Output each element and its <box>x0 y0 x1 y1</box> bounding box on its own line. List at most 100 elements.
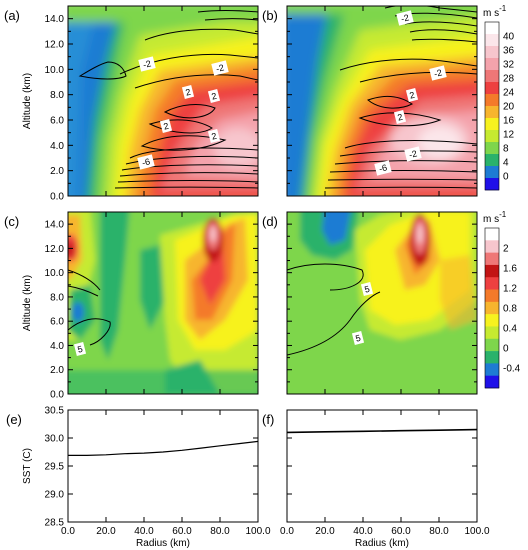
colorbar-swatch <box>485 314 499 327</box>
y-axis-label: Altitude (km) <box>22 275 33 331</box>
colorbar-swatch <box>485 178 499 191</box>
colorbar-label: 12 <box>503 130 515 141</box>
y-tick-label: 0.0 <box>50 390 64 401</box>
colorbar-label: 1.2 <box>503 284 517 295</box>
y-tick-label: 2.0 <box>50 166 64 177</box>
y-tick-label: 10.0 <box>45 268 65 279</box>
y-axis-label: SST (C) <box>22 448 33 484</box>
colorbar-label: 4 <box>503 158 509 169</box>
panel-b: -2 -2 22 -2 -6 (b) <box>262 5 478 197</box>
panel-c-letter: (c) <box>4 214 19 229</box>
panel-c-field <box>68 212 258 394</box>
contour-label-box <box>137 154 155 170</box>
colorbar-swatch <box>485 106 499 119</box>
y-tick-label: 12.0 <box>45 40 65 51</box>
colorbar-label: 8 <box>503 144 509 155</box>
panel-a-axes: 0.0 2.0 4.0 6.0 8.0 10.0 12.0 14.0 Altitude (km) <box>22 5 259 203</box>
colorbar-swatch <box>485 289 499 303</box>
colorbar-unit-exponent: -1 <box>499 210 507 219</box>
panel-a: -2 -2 2 2 2 2 -6 0.0 2.0 4.0 6.0 8.0 10.0 12.0 14.0 Al… <box>4 5 259 203</box>
x-axis-label: Radius (km) <box>136 538 190 549</box>
panel-c-axes: 0.0 2.0 4.0 6.0 8.0 10.0 12.0 14.0 Altitude (km) <box>22 211 259 401</box>
colorbar-swatch <box>485 118 499 131</box>
panel-d-frame <box>286 211 478 395</box>
colorbar-label: 24 <box>503 88 515 99</box>
x-tick-label: 60.0 <box>391 526 411 537</box>
x-tick-label: 60.0 <box>172 526 192 537</box>
colorbar-swatch <box>485 34 499 47</box>
colorbar-swatch <box>485 351 499 364</box>
colorbar-swatch <box>485 154 499 167</box>
panel-d-letter: (d) <box>262 214 278 229</box>
colorbar-label: 0 <box>503 344 509 355</box>
x-tick-label: 100.0 <box>464 526 489 537</box>
colorbar-label: 28 <box>503 74 515 85</box>
y-tick-label: 14.0 <box>45 14 65 25</box>
colorbar-label: 0.8 <box>503 304 517 315</box>
y-tick-label: 28.5 <box>45 518 65 529</box>
colorbar-unit-exponent: -1 <box>499 4 507 13</box>
colorbar-label: 0 <box>503 172 509 183</box>
panel-d-contour-labels: 55 <box>351 282 374 345</box>
y-tick-label: 0.0 <box>50 192 64 203</box>
y-tick-label: 29.0 <box>45 490 65 501</box>
contour-label: -2 <box>408 148 418 160</box>
colorbar-swatch <box>485 82 499 95</box>
panel-b-contour-labels: -2 -2 22 -2 -6 <box>374 10 447 176</box>
panel-f-letter: (f) <box>262 412 274 427</box>
contour-label: 2 <box>184 87 191 98</box>
colorbar-vertical: 2 1.6 1.2 0.8 0.4 0 -0.4 m s-1 <box>483 210 521 389</box>
x-tick-label: 0.0 <box>61 526 75 537</box>
panel-f: 0.0 20.0 40.0 60.0 80.0 100.0 Radius (km) (f) <box>262 409 490 549</box>
colorbar-frame <box>484 21 500 191</box>
y-tick-label: 8.0 <box>50 292 64 303</box>
colorbar-label: 2 <box>503 244 509 255</box>
contour-label: 5 <box>363 284 370 295</box>
y-tick-label: 29.5 <box>45 462 65 473</box>
x-tick-label: 20.0 <box>315 526 335 537</box>
colorbar-unit: m s-1 <box>483 210 507 225</box>
contour-label-box <box>207 89 221 103</box>
panel-f-sst-line <box>286 428 478 434</box>
contour-label: 5 <box>76 344 83 355</box>
y-tick-label: 4.0 <box>50 141 64 152</box>
colorbar-swatch <box>485 94 499 107</box>
colorbar-label: 0.4 <box>503 324 517 335</box>
colorbar-label: 20 <box>503 102 515 113</box>
panel-d-axes <box>286 211 478 395</box>
colorbar-swatch <box>485 130 499 143</box>
panel-c: 5 0.0 2.0 4.0 6.0 8.0 10.0 12.0 14.0 Altitude (k… <box>4 211 259 401</box>
panel-c-frame <box>67 211 259 395</box>
panel-a-contour-labels: -2 -2 2 2 2 2 -6 <box>137 56 229 170</box>
contour-label: 2 <box>210 131 217 142</box>
colorbar-swatch <box>485 22 499 35</box>
colorbar-label: 16 <box>503 116 515 127</box>
panel-a-field <box>68 6 258 196</box>
colorbar-swatch <box>485 142 499 155</box>
y-tick-label: 30.0 <box>45 434 65 445</box>
panel-b-frame <box>286 5 478 197</box>
panel-e-axes: 28.5 29.0 29.5 30.0 30.5 0.0 20.0 40.0 60.0 80.0 1… <box>22 406 271 550</box>
contour-label-box <box>181 85 195 99</box>
y-tick-label: 6.0 <box>50 116 64 127</box>
panel-d: 55 (d) <box>262 211 478 395</box>
y-tick-label: 10.0 <box>45 65 65 76</box>
contour-label-box <box>374 160 392 176</box>
colorbar-swatch <box>485 264 499 278</box>
y-tick-label: 2.0 <box>50 365 64 376</box>
contour-label-box <box>396 10 414 26</box>
contour-label: 5 <box>354 333 361 344</box>
x-tick-label: 100.0 <box>245 526 270 537</box>
contour-label-box <box>405 88 419 102</box>
contour-label: -2 <box>400 12 410 24</box>
colorbar-frame <box>484 227 500 389</box>
colorbar-label: 1.6 <box>503 264 517 275</box>
contour-label-box <box>429 65 447 81</box>
contour-label: 2 <box>408 90 415 101</box>
contour-label: 2 <box>396 112 403 123</box>
y-tick-label: 8.0 <box>50 90 64 101</box>
panel-e-sst-line <box>68 440 259 456</box>
y-axis-label: Altitude (km) <box>22 73 33 129</box>
